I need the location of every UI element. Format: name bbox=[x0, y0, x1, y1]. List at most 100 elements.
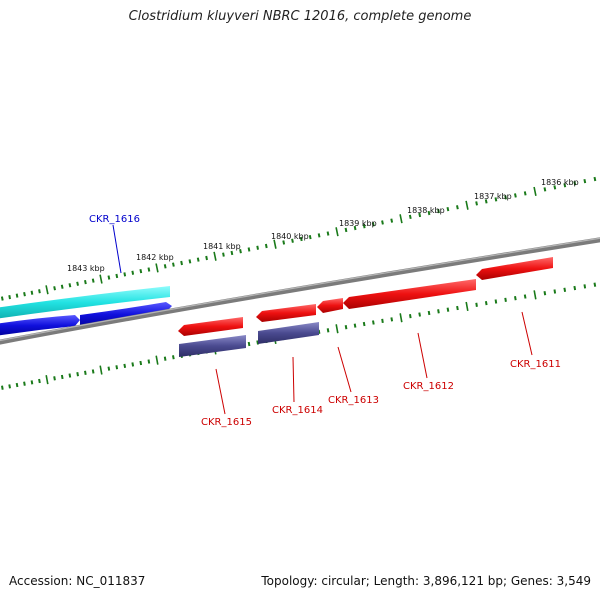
kbp-label: 1838 kbp bbox=[407, 206, 445, 215]
scale-minor-tick bbox=[131, 270, 135, 275]
scale-minor-tick bbox=[583, 284, 587, 289]
gene-arrow-forward[interactable] bbox=[476, 257, 553, 280]
genome-backbone-highlight bbox=[0, 237, 600, 342]
scale-minor-tick bbox=[76, 372, 79, 377]
scale-minor-tick bbox=[1, 385, 4, 390]
gene-label-ckr1615[interactable]: CKR_1615 bbox=[201, 417, 252, 428]
scale-minor-tick bbox=[494, 197, 498, 202]
scale-minor-tick bbox=[282, 240, 286, 245]
scale-minor-tick bbox=[381, 318, 384, 324]
cds-bar-reverse[interactable] bbox=[179, 335, 246, 357]
scale-minor-tick bbox=[543, 291, 547, 296]
genome-backbone bbox=[0, 237, 600, 345]
gene-arrow-forward[interactable] bbox=[256, 304, 316, 322]
scale-minor-tick bbox=[553, 289, 557, 294]
scale-major-tick bbox=[99, 365, 103, 375]
scale-major-tick bbox=[465, 301, 469, 312]
scale-minor-tick bbox=[107, 275, 111, 280]
scale-minor-tick bbox=[205, 255, 208, 261]
scale-minor-tick bbox=[371, 222, 375, 227]
gene-label-ckr1611[interactable]: CKR_1611 bbox=[510, 359, 561, 370]
gene-label-ckr1616[interactable]: CKR_1616 bbox=[89, 214, 140, 225]
scale-minor-tick bbox=[514, 193, 517, 198]
scale-minor-tick bbox=[68, 283, 72, 288]
scale-minor-tick bbox=[543, 187, 547, 192]
scale-minor-tick bbox=[30, 380, 34, 385]
scale-major-tick bbox=[155, 263, 159, 273]
scale-minor-tick bbox=[291, 238, 294, 243]
scale-major-tick bbox=[399, 214, 403, 224]
scale-minor-tick bbox=[139, 360, 143, 366]
scale-minor-tick bbox=[84, 370, 87, 375]
scale-minor-tick bbox=[38, 289, 41, 294]
scale-minor-tick bbox=[172, 262, 175, 267]
scale-minor-tick bbox=[8, 384, 11, 389]
scale-minor-tick bbox=[91, 369, 95, 374]
gene-arrow-reverse[interactable] bbox=[0, 315, 80, 336]
scale-minor-tick bbox=[446, 307, 450, 312]
cds-bar-reverse[interactable] bbox=[258, 322, 319, 344]
scale-minor-tick bbox=[504, 297, 507, 302]
gene-label-ckr1613[interactable]: CKR_1613 bbox=[328, 395, 379, 406]
scale-minor-tick bbox=[256, 245, 259, 250]
cds-bar-forward[interactable] bbox=[0, 286, 170, 319]
gene-label-ckr1614[interactable]: CKR_1614 bbox=[272, 405, 323, 416]
leader-line-ckr1614 bbox=[292, 356, 295, 403]
accession-text: Accession: NC_011837 bbox=[9, 574, 146, 588]
scale-minor-tick bbox=[353, 225, 357, 231]
kbp-label: 1841 kbp bbox=[203, 242, 241, 251]
kbp-label: 1842 kbp bbox=[136, 253, 174, 262]
scale-minor-tick bbox=[475, 201, 478, 206]
scale-minor-tick bbox=[494, 299, 498, 304]
scale-major-tick bbox=[465, 200, 469, 210]
gene-label-ckr1612[interactable]: CKR_1612 bbox=[403, 381, 454, 392]
gene-arrow-forward[interactable] bbox=[178, 317, 243, 336]
scale-minor-tick bbox=[593, 282, 597, 287]
scale-minor-tick bbox=[326, 328, 330, 333]
scale-minor-tick bbox=[484, 199, 488, 204]
scale-minor-tick bbox=[427, 310, 431, 316]
scale-minor-tick bbox=[139, 268, 143, 274]
scale-minor-tick bbox=[8, 295, 11, 300]
scale-minor-tick bbox=[427, 210, 431, 216]
scale-minor-tick bbox=[30, 290, 34, 295]
leader-line-ckr1612 bbox=[417, 332, 428, 379]
scale-minor-tick bbox=[504, 195, 507, 200]
scale-major-tick bbox=[399, 313, 403, 323]
gene-arrow-forward[interactable] bbox=[317, 298, 343, 313]
scale-minor-tick bbox=[123, 272, 127, 277]
scale-minor-tick bbox=[299, 236, 303, 242]
scale-minor-tick bbox=[23, 292, 26, 297]
scale-minor-tick bbox=[107, 366, 111, 371]
scale-minor-tick bbox=[23, 381, 26, 386]
gene-arrow-forward[interactable] bbox=[343, 279, 476, 309]
scale-minor-tick bbox=[475, 302, 478, 307]
leader-line-ckr1616 bbox=[112, 224, 122, 274]
genome-title: Clostridium kluyveri NBRC 12016, complet… bbox=[128, 9, 472, 24]
kbp-label: 1843 kbp bbox=[67, 264, 105, 273]
kbp-label: 1840 kbp bbox=[271, 232, 309, 241]
scale-minor-tick bbox=[308, 234, 312, 240]
scale-minor-tick bbox=[456, 205, 459, 210]
scale-major-tick bbox=[533, 290, 537, 300]
topology-text: Topology: circular; Length: 3,896,121 bp… bbox=[261, 574, 591, 588]
scale-minor-tick bbox=[222, 252, 225, 257]
leader-line-ckr1615 bbox=[215, 368, 226, 415]
scale-minor-tick bbox=[372, 320, 375, 325]
scale-minor-tick bbox=[147, 359, 151, 364]
scale-minor-tick bbox=[317, 233, 321, 238]
scale-minor-tick bbox=[264, 243, 268, 249]
scale-major-tick bbox=[213, 251, 217, 261]
scale-minor-tick bbox=[38, 378, 41, 384]
scale-minor-tick bbox=[593, 176, 597, 182]
scale-minor-tick bbox=[53, 286, 56, 291]
kbp-label: 1836 kbp bbox=[541, 178, 579, 187]
scale-minor-tick bbox=[196, 257, 200, 262]
scale-minor-tick bbox=[390, 218, 394, 223]
scale-minor-tick bbox=[91, 278, 95, 283]
scale-minor-tick bbox=[188, 259, 192, 264]
scale-minor-tick bbox=[418, 312, 421, 317]
scale-minor-tick bbox=[390, 317, 394, 322]
scale-major-tick bbox=[335, 227, 339, 237]
